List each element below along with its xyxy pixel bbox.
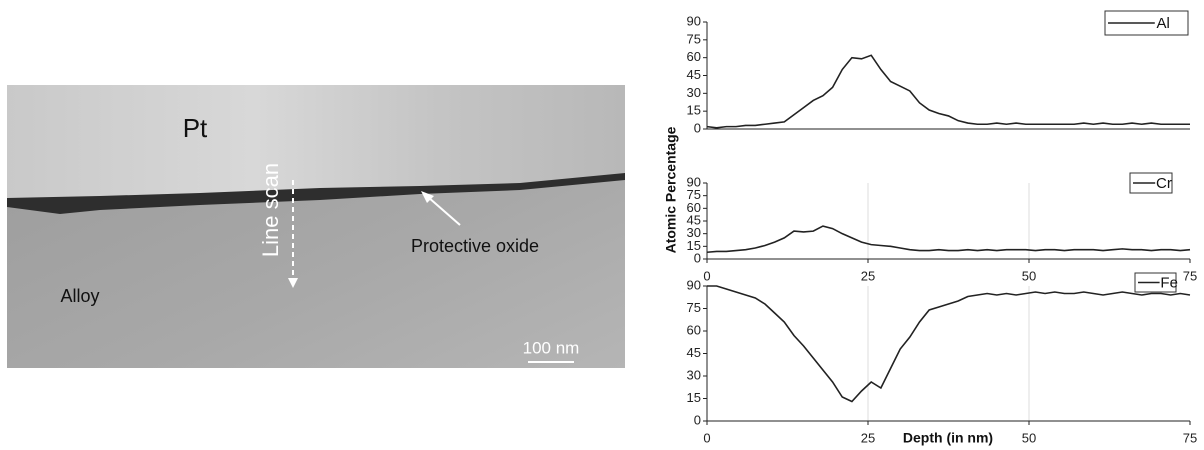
y-tick-label: 0	[694, 250, 701, 265]
y-axis-title: Atomic Percentage	[663, 126, 679, 253]
legend-label: Cr	[1156, 175, 1172, 192]
y-tick-label: 0	[694, 412, 701, 427]
x-axis-title: Depth (in nm)	[903, 430, 993, 446]
x-tick-label: 75	[1183, 430, 1197, 445]
y-tick-label: 15	[687, 103, 701, 118]
oxide-layer	[7, 173, 625, 214]
y-tick-label: 90	[687, 277, 701, 292]
pt-region	[7, 85, 625, 200]
y-tick-label: 30	[687, 85, 701, 100]
data-line	[706, 225, 1191, 254]
y-tick-label: 45	[687, 345, 701, 360]
y-tick-label: 30	[687, 225, 701, 240]
data-line	[707, 285, 1191, 403]
y-tick-label: 75	[687, 31, 701, 46]
y-tick-label: 45	[687, 212, 701, 227]
oxide-arrowhead	[421, 191, 434, 203]
y-tick-label: 60	[687, 49, 701, 64]
legend-label: Fe	[1160, 274, 1178, 291]
y-tick-label: 60	[687, 200, 701, 215]
scan-label: Line scan	[258, 163, 283, 257]
x-tick-label: 50	[1022, 430, 1036, 445]
tem-image: Pt Line scan Protective oxide Alloy 100 …	[7, 85, 625, 368]
scale-label: 100 nm	[523, 338, 580, 357]
scan-arrowhead	[288, 278, 298, 288]
x-tick-label: 50	[1022, 268, 1036, 283]
alloy-label: Alloy	[60, 286, 99, 306]
y-tick-label: 60	[687, 322, 701, 337]
x-tick-label: 0	[703, 268, 710, 283]
y-tick-label: 0	[694, 120, 701, 135]
y-tick-label: 15	[687, 390, 701, 405]
oxide-label: Protective oxide	[411, 236, 539, 256]
x-tick-label: 0	[703, 430, 710, 445]
oxide-arrow	[427, 196, 461, 226]
y-tick-label: 75	[687, 300, 701, 315]
x-tick-label: 25	[861, 268, 875, 283]
y-tick-label: 90	[687, 13, 701, 28]
y-tick-label: 75	[687, 187, 701, 202]
data-line	[706, 54, 1190, 129]
x-tick-label: 75	[1183, 268, 1197, 283]
y-tick-label: 45	[687, 67, 701, 82]
y-tick-label: 15	[687, 238, 701, 253]
pt-label: Pt	[183, 113, 208, 143]
y-tick-label: 30	[687, 367, 701, 382]
y-tick-label: 90	[687, 174, 701, 189]
legend-label: Al	[1156, 15, 1169, 32]
x-tick-label: 25	[861, 430, 875, 445]
